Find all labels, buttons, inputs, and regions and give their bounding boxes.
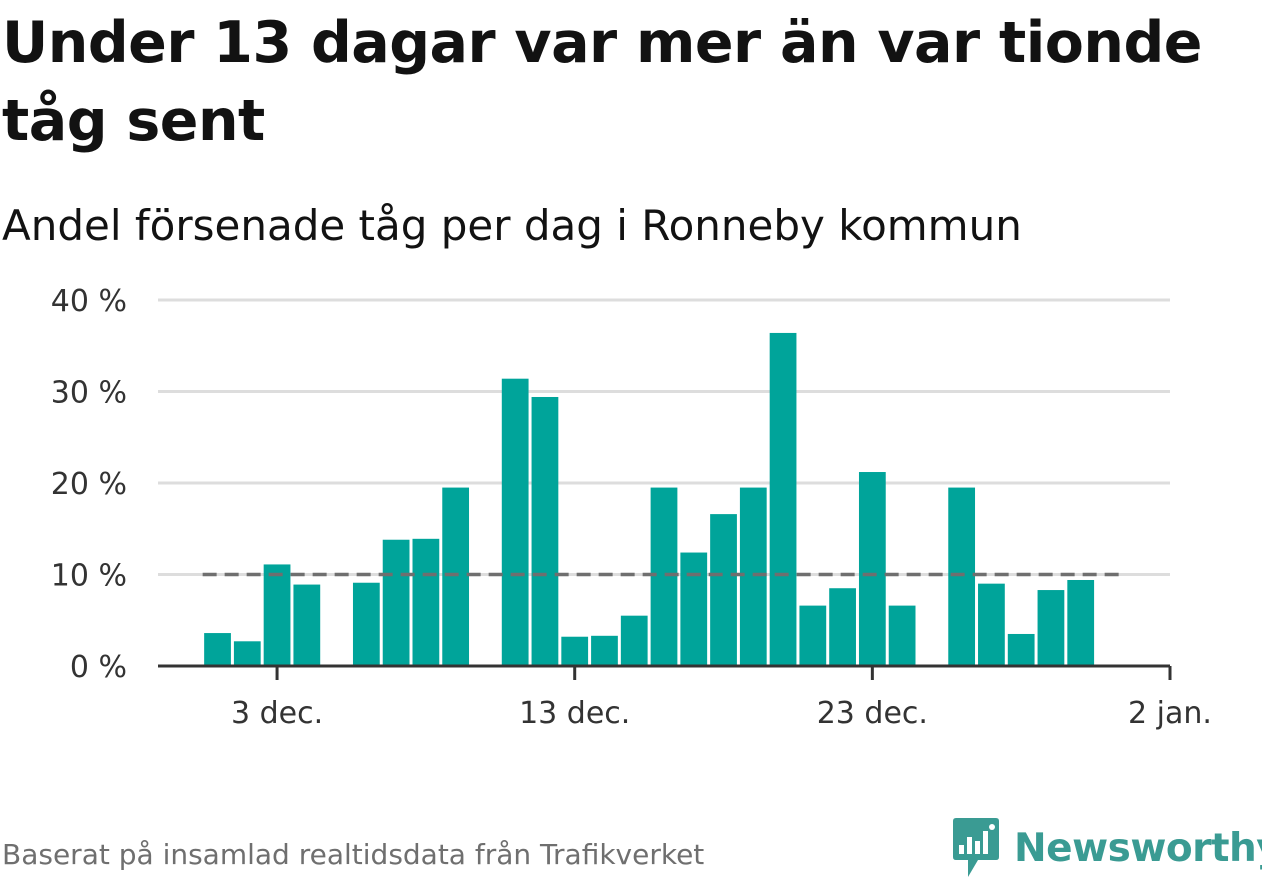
y-tick-label: 0 % xyxy=(70,650,127,685)
bar xyxy=(888,605,916,666)
bar xyxy=(1007,633,1035,666)
bar xyxy=(680,552,708,666)
bar xyxy=(769,332,797,666)
bar xyxy=(204,633,231,666)
chart-title: Under 13 dagar var mer än var tionde tåg… xyxy=(2,10,1202,154)
source-note: Baserat på insamlad realtidsdata från Tr… xyxy=(2,838,705,871)
x-tick-label: 3 dec. xyxy=(231,696,323,731)
bar xyxy=(442,487,470,666)
bar xyxy=(501,378,529,666)
bar xyxy=(382,539,410,666)
bar-chart: 0 % 10 % 20 % 30 % 40 % 3 dec. 13 dec. 23 dec. 2… xyxy=(51,284,1212,731)
y-tick-label: 30 % xyxy=(51,376,127,411)
bar xyxy=(978,583,1005,666)
bar xyxy=(829,588,856,666)
bar xyxy=(561,636,589,666)
bar xyxy=(710,514,737,666)
x-tick-label: 2 jan. xyxy=(1128,696,1212,731)
bar xyxy=(531,396,559,666)
axis-labels: 0 % 10 % 20 % 30 % 40 % 3 dec. 13 dec. 23 dec. 2… xyxy=(51,284,1212,731)
y-tick-label: 20 % xyxy=(51,467,127,502)
newsworthy-logo: Newsworthy xyxy=(950,818,1262,878)
brand-name: Newsworthy xyxy=(1014,825,1262,871)
bar xyxy=(352,582,380,666)
bar xyxy=(948,487,976,666)
bar xyxy=(1037,590,1065,666)
bar xyxy=(739,487,767,666)
bar xyxy=(412,538,440,666)
x-axis xyxy=(158,664,1172,680)
x-tick-label: 23 dec. xyxy=(817,696,928,731)
bar xyxy=(293,584,321,666)
chart-subtitle: Andel försenade tåg per dag i Ronneby ko… xyxy=(2,201,1022,250)
bar xyxy=(650,487,678,666)
bar xyxy=(1067,579,1095,666)
bar xyxy=(263,564,291,666)
bar xyxy=(858,472,886,666)
bars xyxy=(204,332,1095,666)
newsworthy-logo-icon xyxy=(953,818,999,877)
bar xyxy=(620,615,648,666)
bar xyxy=(591,635,618,666)
y-tick-label: 40 % xyxy=(51,284,127,319)
y-tick-label: 10 % xyxy=(51,559,127,594)
x-tick-label: 13 dec. xyxy=(519,696,630,731)
bar xyxy=(799,605,827,666)
bar xyxy=(233,641,261,666)
